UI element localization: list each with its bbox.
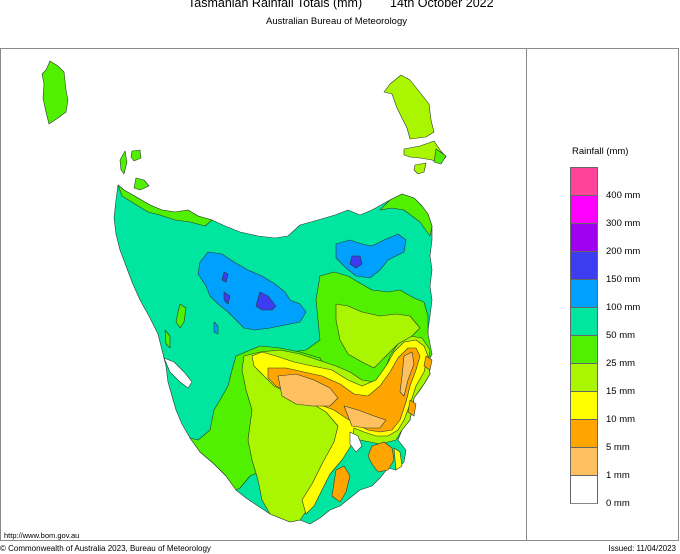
robbins-island [133, 177, 150, 191]
legend-swatch-100 [570, 279, 598, 307]
rainfall-map [41, 60, 447, 525]
title-date: 14th October 2022 [390, 0, 494, 10]
legend-title: Rainfall (mm) [572, 146, 629, 157]
legend-divider [526, 48, 527, 541]
legend-label-0: 0 mm [606, 498, 630, 509]
legend-label-50: 50 mm [606, 330, 636, 341]
title-text: Tasmanian Rainfall Totals (mm) [188, 0, 363, 10]
legend-swatch-15 [570, 363, 598, 391]
legend-swatch-5 [570, 419, 598, 447]
clarke-island-east [433, 148, 447, 165]
issued-date: Issued: 11/04/2023 [608, 544, 676, 553]
hunter-island [119, 150, 128, 175]
legend-swatch-50 [570, 307, 598, 335]
bom-url-link[interactable]: http://www.bom.gov.au [4, 531, 80, 540]
central-highlands-150mm-3 [255, 291, 277, 311]
1mm-zone-east [343, 405, 387, 429]
legend-swatch-0 [570, 475, 598, 504]
legend-swatch-1 [570, 447, 598, 475]
nw-coast-25mm [117, 184, 213, 227]
three-hummock-island [130, 149, 142, 162]
legend-label-200: 200 mm [606, 246, 641, 257]
legend-label-300: 300 mm [606, 218, 641, 229]
derwent-estuary [349, 431, 363, 453]
legend-swatch-400plus [570, 167, 598, 195]
map-title: Tasmanian Rainfall Totals (mm) 14th Octo… [0, 0, 680, 14]
legend-label-5: 5 mm [606, 442, 630, 453]
tasman-peninsula [367, 441, 395, 473]
copyright-text: © Commonwealth of Australia 2023, Bureau… [0, 544, 211, 553]
legend-label-150: 150 mm [606, 274, 641, 285]
maria-island [407, 399, 417, 417]
ne-highlands-100mm [335, 233, 407, 279]
legend-colorbar [570, 167, 598, 504]
west-coast-25mm-patch [175, 303, 187, 329]
legend-swatch-10 [570, 391, 598, 419]
east-coast-islet [423, 355, 433, 371]
central-highlands-150mm-2 [223, 291, 231, 305]
tasman-peninsula-yellow [393, 447, 403, 471]
legend-swatch-300 [570, 195, 598, 223]
map-frame [0, 48, 679, 541]
legend-swatch-25 [570, 335, 598, 363]
flinders-island [383, 74, 435, 140]
legend-swatch-150 [570, 251, 598, 279]
legend-swatch-200 [570, 223, 598, 251]
central-highlands-150mm-1 [221, 271, 229, 283]
bruny-island [331, 465, 351, 503]
1mm-zone [277, 373, 339, 407]
east-15mm-band [335, 303, 421, 369]
macquarie-harbour [163, 357, 193, 389]
west-coast-25mm-sliver [164, 329, 171, 349]
highlands-100mm-small [213, 321, 219, 335]
legend-label-1: 1 mm [606, 470, 630, 481]
king-island [41, 60, 69, 125]
legend-label-10: 10 mm [606, 414, 636, 425]
legend-label-25: 25 mm [606, 358, 636, 369]
1mm-zone-coast [399, 351, 415, 397]
central-highlands-100mm [197, 251, 307, 331]
clarke-island [413, 162, 427, 175]
ne-highlands-150mm [349, 255, 363, 269]
legend-label-400: 400 mm [606, 190, 641, 201]
legend-label-15: 15 mm [606, 386, 636, 397]
legend-label-100: 100 mm [606, 302, 641, 313]
subtitle: Australian Bureau of Meteorology [266, 16, 407, 27]
ne-coast-25mm [379, 193, 433, 237]
